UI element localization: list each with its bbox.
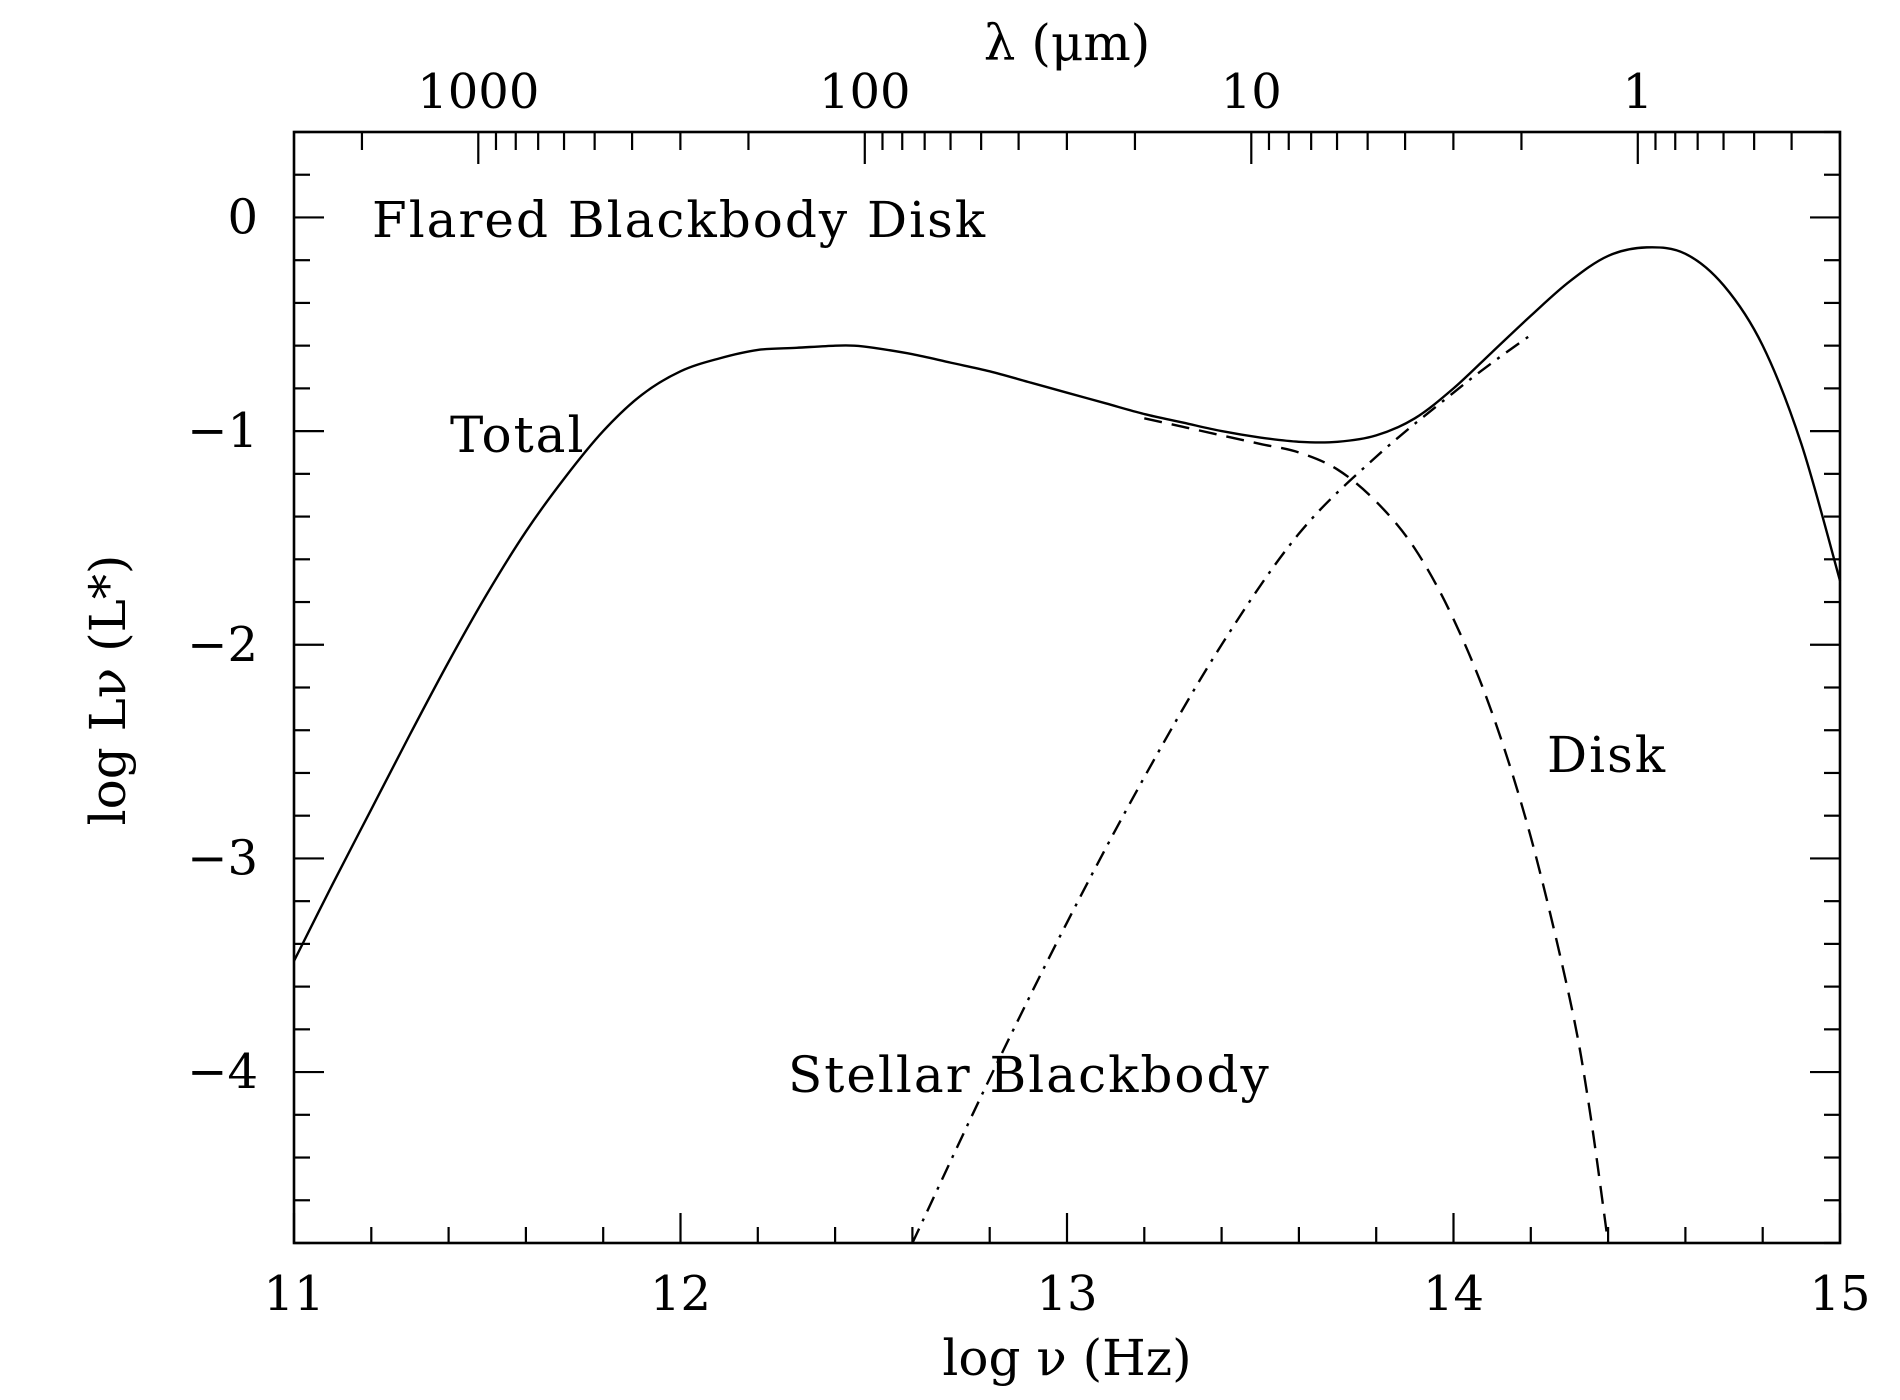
y-tick-label: 0	[227, 189, 258, 245]
tick-labels: 11 12 13 14 15 0 −1 −2 −3 −4 1000 100 10 1	[187, 64, 1870, 1322]
top-axis-title: λ (μm)	[984, 14, 1151, 72]
y-tick-label: −2	[187, 617, 258, 673]
top-tick-label: 1	[1623, 64, 1654, 120]
y-axis-title: log Lν (L*)	[79, 555, 137, 826]
title-annotation: Flared Blackbody Disk	[372, 191, 987, 249]
total-curve-label: Total	[450, 406, 585, 464]
x-tick-label: 12	[650, 1266, 711, 1322]
total-curve	[292, 246, 1842, 962]
disk-curve-label: Disk	[1547, 726, 1667, 784]
x-axis-title: log ν (Hz)	[942, 1329, 1191, 1387]
x-tick-label: 14	[1423, 1266, 1484, 1322]
y-tick-label: −4	[187, 1044, 258, 1100]
disk-curve	[1144, 417, 1610, 1244]
y-tick-label: −1	[187, 403, 258, 459]
stellar-curve	[911, 333, 1532, 1244]
x-tick-label: 11	[263, 1266, 324, 1322]
stellar-curve-label: Stellar Blackbody	[788, 1046, 1271, 1104]
axis-ticks	[292, 130, 1842, 1245]
x-tick-label: 15	[1809, 1266, 1870, 1322]
y-tick-label: −3	[187, 830, 258, 886]
top-tick-label: 1000	[417, 64, 539, 120]
chart-series	[292, 246, 1842, 1244]
top-tick-label: 100	[819, 64, 911, 120]
x-tick-label: 13	[1036, 1266, 1097, 1322]
top-tick-label: 10	[1221, 64, 1282, 120]
